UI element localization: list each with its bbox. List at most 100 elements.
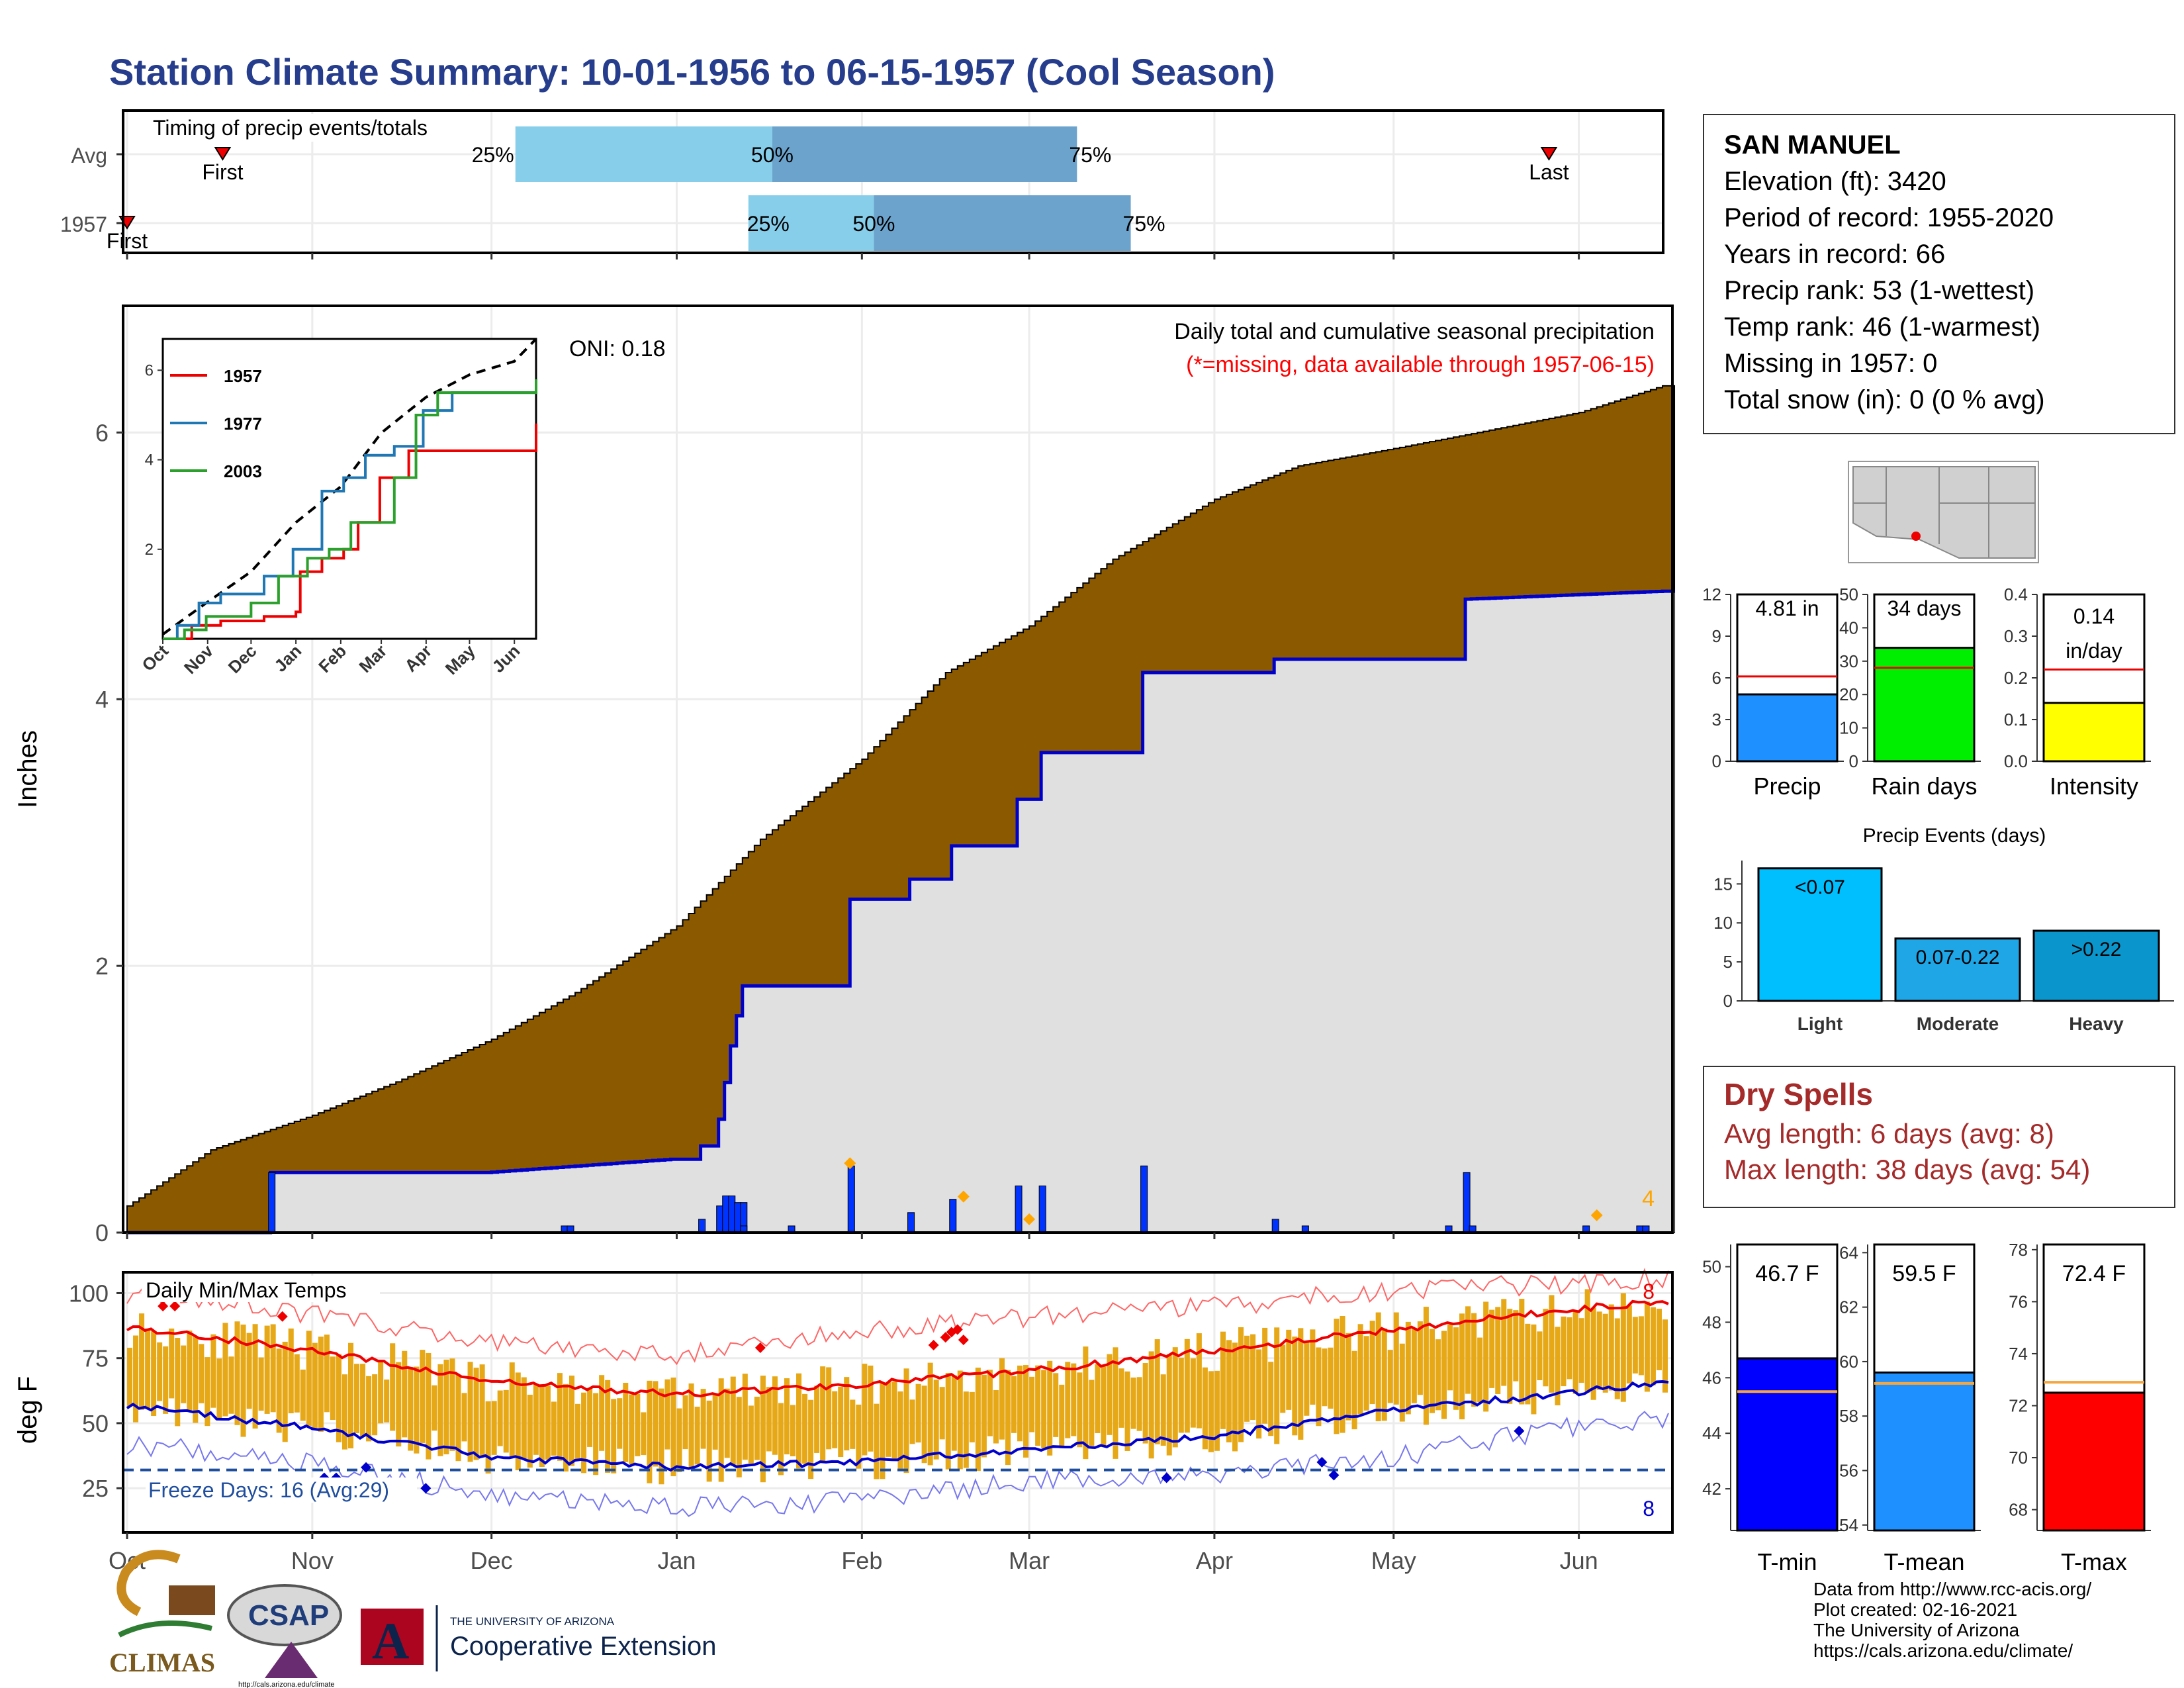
temp-bar-label: T-mean <box>1884 1548 1964 1575</box>
summary-bar-ytick-label: 0.2 <box>2004 668 2028 688</box>
precip-events-ytick-label: 15 <box>1713 874 1733 894</box>
daily-temp-bar <box>270 1324 276 1413</box>
daily-temp-bar <box>641 1412 647 1456</box>
precip-panel: 0 2 4 6 Inches ONI: 0.18 Daily total and cumul… <box>13 253 1676 1246</box>
daily-temp-bar <box>1226 1340 1232 1442</box>
daily-temp-bar <box>832 1391 838 1448</box>
precip-events-value-label: <0.07 <box>1795 876 1845 898</box>
daily-temp-bar <box>1328 1347 1334 1409</box>
daily-temp-bar <box>670 1378 676 1477</box>
inset-series-1957 <box>163 423 537 640</box>
daily-temp-bar <box>784 1378 790 1455</box>
daily-temp-bar <box>706 1400 712 1482</box>
daily-temp-bar <box>939 1387 945 1440</box>
daily-temp-bar <box>659 1388 664 1485</box>
daily-temp-bar <box>360 1364 366 1437</box>
daily-temp-bar <box>790 1405 796 1456</box>
timing-p50-label: 50% <box>751 143 794 167</box>
summary-bar-value-label-unit: in/day <box>2066 639 2122 663</box>
temp-bar-ytick-label: 64 <box>1839 1243 1858 1262</box>
summary-bar-label: Rain days <box>1871 773 1977 800</box>
timing-q1-bar <box>748 195 874 251</box>
daily-temp-bar <box>384 1380 390 1423</box>
daily-temp-bar <box>993 1389 999 1444</box>
daily-temp-bar <box>629 1394 635 1464</box>
station-name: SAN MANUEL <box>1724 130 1901 160</box>
daily-temp-bar <box>509 1362 515 1458</box>
daily-temp-bar <box>700 1389 706 1449</box>
daily-temp-bar <box>1280 1344 1286 1413</box>
daily-temp-bar <box>718 1378 724 1482</box>
daily-temp-bar <box>378 1360 384 1424</box>
precip-events-bar-label: Moderate <box>1917 1013 1999 1034</box>
daily-temp-bar <box>1429 1329 1435 1413</box>
daily-precip-bar <box>1140 1165 1148 1233</box>
daily-temp-bar <box>264 1325 270 1414</box>
timing-q2-bar <box>874 195 1131 251</box>
precip-ytick-label: 0 <box>95 1219 109 1246</box>
daily-precip-bar <box>698 1219 706 1233</box>
daily-temp-bar <box>557 1373 563 1461</box>
daily-temp-bar <box>1029 1376 1035 1432</box>
daily-temp-bar <box>336 1354 341 1442</box>
daily-temp-bar <box>1393 1312 1399 1405</box>
daily-temp-bar <box>1316 1347 1322 1427</box>
daily-temp-bar <box>1537 1331 1543 1381</box>
daily-temp-bar <box>205 1357 210 1427</box>
summary-bar-ytick-label: 3 <box>1712 710 1721 729</box>
daily-precip-bar <box>268 1172 276 1233</box>
daily-temp-bar <box>868 1365 874 1452</box>
daily-temp-bar <box>1196 1333 1202 1429</box>
daily-temp-bar <box>778 1403 784 1476</box>
daily-temp-bar <box>1065 1362 1071 1438</box>
record-high-marker <box>158 1301 169 1312</box>
temp-ytick-label: 50 <box>82 1410 109 1437</box>
csap-url: http://cals.arizona.edu/climate <box>238 1681 335 1688</box>
daily-temp-bar <box>1166 1354 1172 1456</box>
daily-temp-bar <box>354 1364 360 1434</box>
daily-temp-bar <box>886 1382 891 1457</box>
temp-plot-border <box>122 1271 1674 1534</box>
daily-temp-bar <box>957 1370 963 1470</box>
timing-p25-label: 25% <box>472 143 514 167</box>
timing-panel: 25%50%75%FirstLastAvg25%50%75%FirstLast1… <box>60 109 1749 254</box>
temp-xtick-label: Jun <box>1560 1547 1598 1574</box>
daily-temp-bar <box>1071 1363 1077 1436</box>
ua-logo-letter: A <box>372 1612 409 1669</box>
daily-temp-bar <box>814 1385 820 1453</box>
daily-temp-bar <box>324 1335 330 1413</box>
daily-temp-bar <box>300 1369 306 1421</box>
temp-ylabel: deg F <box>13 1376 42 1444</box>
csap-logo-text: CSAP <box>248 1599 329 1632</box>
summary-bar-value-label: 34 days <box>1887 596 1961 620</box>
summary-bar-value-label: 0.14 <box>2073 604 2115 628</box>
daily-temp-bar <box>575 1403 581 1460</box>
precip-ytick-label: 4 <box>95 686 109 713</box>
timing-first-marker <box>214 147 232 161</box>
daily-temp-bar <box>1441 1331 1447 1419</box>
daily-temp-bar <box>1375 1312 1381 1422</box>
daily-temp-bar <box>1340 1316 1345 1433</box>
inset-ytick-label: 4 <box>145 451 154 469</box>
daily-temp-bar <box>1471 1313 1477 1407</box>
daily-temp-bar <box>933 1380 939 1460</box>
daily-temp-bar <box>581 1392 587 1474</box>
daily-temp-bar <box>1334 1319 1340 1434</box>
daily-temp-bar <box>754 1396 760 1460</box>
timing-title-bg <box>151 114 462 142</box>
daily-temp-bar <box>396 1362 402 1447</box>
daily-temp-bar <box>240 1324 246 1437</box>
summary-bar-label: Intensity <box>2050 773 2138 800</box>
daily-temp-bar <box>1089 1380 1095 1446</box>
daily-temp-bar <box>318 1336 324 1432</box>
timing-last-marker <box>1540 147 1558 161</box>
daily-temp-bar <box>1417 1321 1423 1395</box>
csap-cloud-icon <box>227 1584 342 1646</box>
daily-temp-bar <box>1501 1299 1507 1386</box>
daily-temp-bar <box>599 1375 605 1451</box>
summary-bar-ytick-label: 0 <box>1712 751 1721 771</box>
map-state-borders <box>1853 467 2035 558</box>
daily-temp-bar <box>1035 1365 1041 1446</box>
daily-temp-bar <box>1232 1342 1238 1452</box>
daily-temp-bar <box>390 1343 396 1431</box>
